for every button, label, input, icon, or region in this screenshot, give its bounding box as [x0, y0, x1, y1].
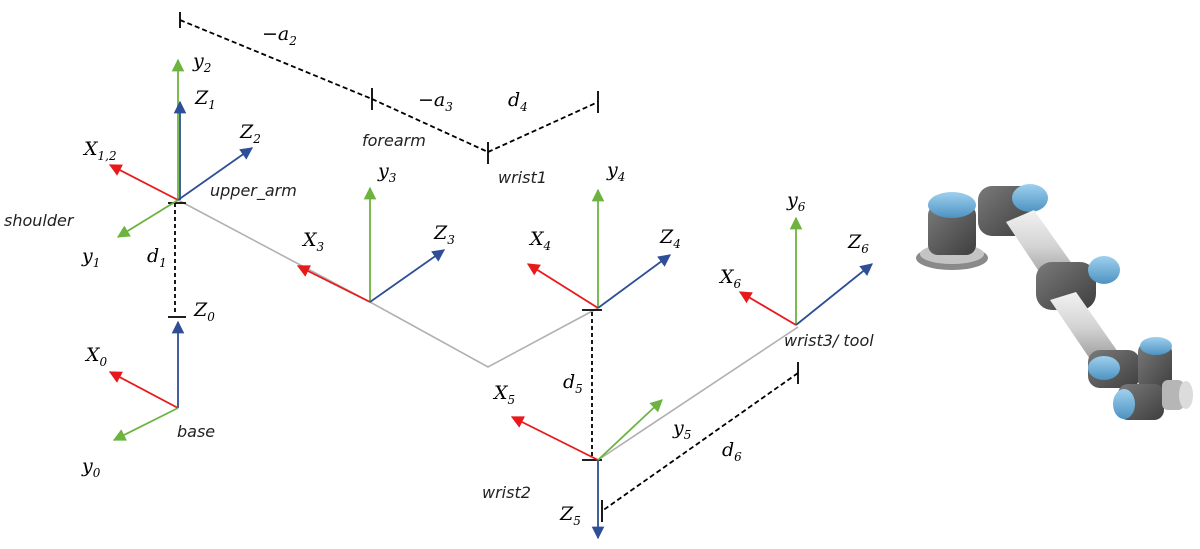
- frame-wrist2: [510, 399, 663, 540]
- label-y5: y5: [672, 417, 691, 442]
- label-y3: y3: [377, 160, 397, 185]
- name-forearm: forearm: [362, 131, 426, 150]
- label-z1: Z1: [194, 87, 216, 112]
- dim-label-d4: d4: [508, 89, 528, 114]
- dim-label-a2: −a2: [262, 23, 297, 48]
- label-y6: y6: [786, 189, 806, 214]
- dim-label-d6: d6: [722, 439, 742, 464]
- label-y1: y1: [81, 245, 100, 270]
- label-x6: X6: [718, 266, 742, 291]
- name-wrist1: wrist1: [498, 168, 547, 187]
- axis-z6: [795, 263, 873, 326]
- frame-forearm: [296, 186, 446, 303]
- axis-y1: [116, 199, 179, 238]
- label-y2: y2: [192, 50, 211, 75]
- name-base: base: [177, 422, 215, 441]
- label-x4: X4: [528, 228, 551, 253]
- dimension-lines: [168, 12, 799, 522]
- label-x5: X5: [492, 382, 515, 407]
- axis-z4: [597, 254, 672, 309]
- label-z2: Z2: [239, 121, 261, 146]
- axis-x12: [108, 164, 179, 201]
- link-lines: [177, 199, 799, 461]
- dimension-labels: −a2 −a3 d1 d4 d5 d6: [147, 23, 742, 464]
- axis-labels: X0 y0 Z0 X1,2 y1 Z1 y2 Z2 X3 y3 Z3 X4 y4…: [81, 50, 869, 528]
- label-x3: X3: [301, 229, 325, 254]
- label-z0: Z0: [193, 299, 215, 324]
- label-x0: X0: [84, 344, 108, 369]
- name-wrist2: wrist2: [482, 483, 531, 502]
- name-upper-arm: upper_arm: [210, 181, 297, 201]
- label-y4: y4: [606, 159, 625, 184]
- dim-label-d5: d5: [563, 371, 583, 396]
- name-wrist3-tool: wrist3/ tool: [784, 331, 874, 350]
- axis-x4: [526, 263, 599, 309]
- frame-base: [108, 320, 185, 441]
- label-y0: y0: [81, 455, 101, 480]
- axis-y0: [112, 407, 179, 441]
- axis-z2: [177, 147, 254, 201]
- label-z4: Z4: [659, 226, 681, 251]
- frame-name-labels: base shoulder upper_arm forearm wrist1 w…: [4, 131, 874, 502]
- dim-label-a3: −a3: [418, 89, 453, 114]
- label-z3: Z3: [433, 222, 455, 247]
- frame-shoulder: [108, 58, 254, 238]
- axis-x0: [108, 371, 179, 409]
- label-x12: X1,2: [82, 138, 117, 163]
- axis-x6: [738, 291, 797, 326]
- name-shoulder: shoulder: [4, 211, 75, 230]
- frame-wrist3: [738, 216, 873, 326]
- axis-y5: [597, 399, 663, 461]
- axis-x3: [296, 265, 371, 303]
- label-z5: Z5: [559, 503, 581, 528]
- label-z6: Z6: [847, 231, 869, 256]
- axis-x5: [510, 416, 599, 461]
- frame-wrist1: [526, 188, 672, 309]
- robot-arm-illustration: [916, 184, 1193, 420]
- dim-label-d1: d1: [147, 245, 167, 270]
- axis-z3: [369, 249, 446, 303]
